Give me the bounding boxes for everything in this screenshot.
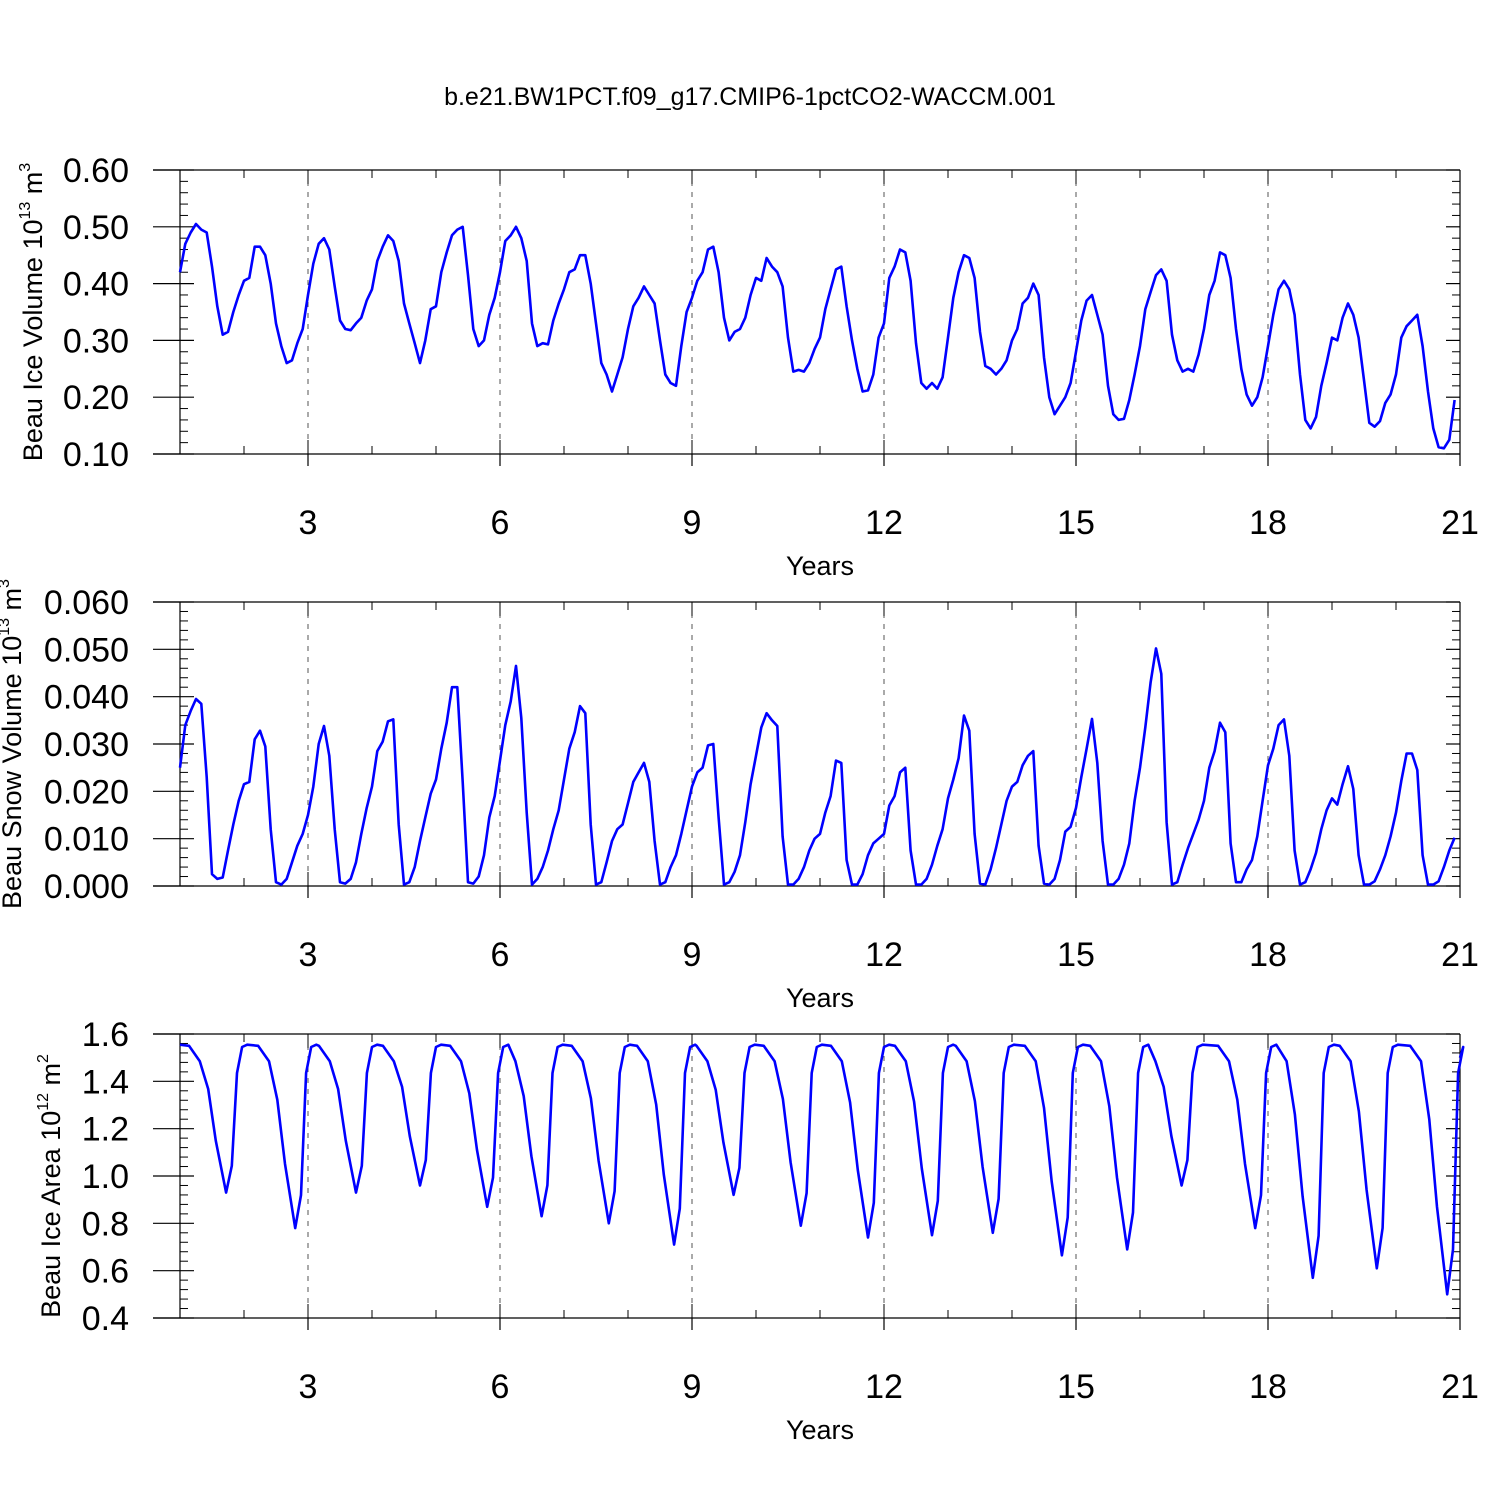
- y-axis-label-exp: 12: [35, 1093, 52, 1111]
- y-tick-label: 0.4: [82, 1300, 129, 1338]
- x-axis-label: Years: [786, 1415, 854, 1445]
- y-tick-label: 1.6: [82, 1016, 129, 1054]
- y-tick-label: 0.060: [44, 584, 129, 622]
- y-tick-label: 0.010: [44, 821, 129, 859]
- y-axis-label-exp: 13: [0, 618, 13, 636]
- x-tick-label: 12: [865, 936, 903, 974]
- series-line: [178, 647, 1456, 886]
- x-tick-label: 18: [1249, 1368, 1287, 1406]
- y-tick-label: 0.40: [63, 266, 129, 304]
- x-tick-label: 18: [1249, 936, 1287, 974]
- x-axis-label: Years: [786, 983, 854, 1013]
- y-axis-label-unit: m: [36, 1063, 66, 1093]
- y-tick-label: 0.6: [82, 1253, 129, 1291]
- x-tick-label: 3: [299, 936, 318, 974]
- y-tick-label: 0.60: [63, 152, 129, 190]
- x-tick-label: 9: [683, 1368, 702, 1406]
- y-tick-label: 0.000: [44, 868, 129, 906]
- y-tick-label: 0.10: [63, 436, 129, 474]
- x-tick-label: 3: [299, 1368, 318, 1406]
- x-tick-label: 15: [1057, 1368, 1095, 1406]
- y-tick-label: 0.020: [44, 773, 129, 811]
- y-tick-label: 1.2: [82, 1111, 129, 1149]
- x-tick-label: 15: [1057, 504, 1095, 542]
- y-axis-label-unit: m: [18, 172, 48, 202]
- x-axis-label: Years: [786, 551, 854, 581]
- chart-title: b.e21.BW1PCT.f09_g17.CMIP6-1pctCO2-WACCM…: [444, 83, 1056, 111]
- y-axis-label-unit: m: [0, 588, 27, 618]
- x-tick-label: 21: [1441, 1368, 1479, 1406]
- x-tick-label: 21: [1441, 936, 1479, 974]
- y-tick-label: 0.8: [82, 1205, 129, 1243]
- x-tick-label: 18: [1249, 504, 1287, 542]
- y-tick-label: 0.50: [63, 209, 129, 247]
- x-tick-label: 21: [1441, 504, 1479, 542]
- y-axis-label-unit-exp: 3: [17, 163, 34, 172]
- y-tick-label: 0.20: [63, 379, 129, 417]
- y-tick-label: 0.30: [63, 322, 129, 360]
- x-tick-label: 9: [683, 504, 702, 542]
- x-tick-label: 6: [491, 936, 510, 974]
- y-axis-label-exp: 13: [17, 202, 34, 220]
- x-tick-label: 15: [1057, 936, 1095, 974]
- x-tick-label: 12: [865, 504, 903, 542]
- x-tick-label: 6: [491, 504, 510, 542]
- y-axis-label-main: Beau Ice Area 10: [36, 1111, 66, 1318]
- y-axis-label-unit-exp: 2: [35, 1054, 52, 1063]
- panel-ice-volume: 0.10 0.20 0.30 0.40 0.50 0.60 3 6 9 12 15 18 21 Years…: [17, 152, 1479, 581]
- y-tick-label: 1.0: [82, 1158, 129, 1196]
- y-tick-label: 0.040: [44, 679, 129, 717]
- series-line: [178, 222, 1456, 450]
- series-line: [179, 1043, 1465, 1296]
- x-tick-label: 9: [683, 936, 702, 974]
- y-axis-label: Beau Ice Area 1012 m2: [35, 1054, 66, 1318]
- y-axis-label: Beau Ice Volume 1013 m3: [17, 163, 48, 461]
- y-axis-label: Beau Snow Volume 1013 m3: [0, 579, 27, 909]
- panel-ice-area: 0.4 0.6 0.8 1.0 1.2 1.4 1.6 3 6 9 12 15 18 21 Years Bea…: [35, 1016, 1479, 1445]
- x-tick-label: 12: [865, 1368, 903, 1406]
- x-tick-label: 3: [299, 504, 318, 542]
- y-axis-label-unit-exp: 3: [0, 579, 13, 588]
- y-tick-label: 1.4: [82, 1063, 129, 1101]
- x-tick-label: 6: [491, 1368, 510, 1406]
- y-tick-label: 0.030: [44, 726, 129, 764]
- y-axis-label-main: Beau Ice Volume 10: [18, 220, 48, 462]
- y-axis-label-main: Beau Snow Volume 10: [0, 636, 27, 909]
- y-tick-label: 0.050: [44, 631, 129, 669]
- panel-snow-volume: 0.000 0.010 0.020 0.030 0.040 0.050 0.060 3 6 9 12…: [0, 579, 1479, 1013]
